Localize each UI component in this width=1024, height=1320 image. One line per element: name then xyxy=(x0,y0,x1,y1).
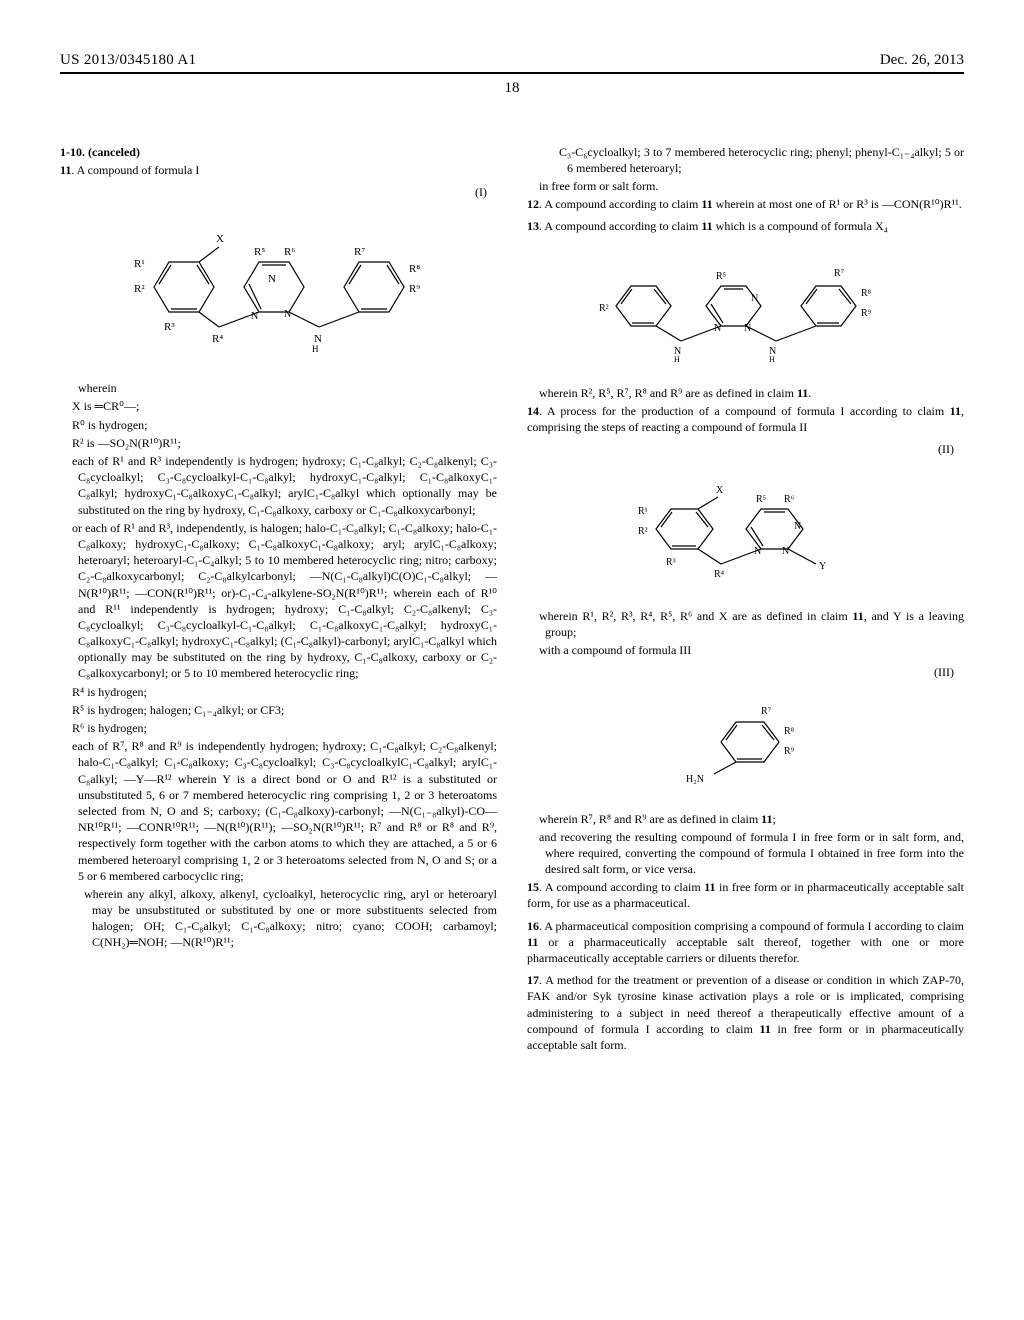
recovering-text: and recovering the resulting compound of… xyxy=(527,829,964,878)
formula-iii-figure: H₂N R⁷ R⁸ R⁹ xyxy=(527,692,964,796)
svg-text:N: N xyxy=(782,546,789,557)
formula-label-ii: (II) xyxy=(527,441,964,457)
formula-ii-figure: R¹ R² R³ X R⁴ R⁵ R⁶ N N N Y xyxy=(527,469,964,593)
left-column: 1-10. (canceled) 11. A compound of formu… xyxy=(60,144,497,1060)
svg-text:R²: R² xyxy=(638,526,648,537)
formula-x4-figure: R² R⁵ NH N N N NH R⁷ R⁸ R⁹ xyxy=(527,246,964,370)
svg-text:H: H xyxy=(769,355,775,364)
wherein-label: wherein xyxy=(60,380,497,396)
r6-definition: R⁶ is hydrogen; xyxy=(60,720,497,736)
svg-text:N: N xyxy=(751,293,758,304)
formula-label-iii: (III) xyxy=(527,664,964,680)
chemical-structure-iii-icon: H₂N R⁷ R⁸ R⁹ xyxy=(666,692,826,792)
svg-text:R⁵: R⁵ xyxy=(756,494,766,505)
svg-text:N: N xyxy=(251,311,258,322)
svg-text:R⁸: R⁸ xyxy=(861,288,872,299)
r4-definition: R⁴ is hydrogen; xyxy=(60,684,497,700)
chemical-structure-x4-icon: R² R⁵ NH N N N NH R⁷ R⁸ R⁹ xyxy=(596,246,896,366)
claim-14: 14. A process for the production of a co… xyxy=(527,403,964,435)
svg-text:R⁹: R⁹ xyxy=(861,308,872,319)
r1-r3-definition-a: each of R¹ and R³ independently is hydro… xyxy=(60,453,497,518)
claim-11-start: 11. A compound of formula I xyxy=(60,162,497,178)
wherein-any-clause: wherein any alkyl, alkoxy, alkenyl, cycl… xyxy=(60,886,497,951)
chemical-structure-i-icon: R¹ R² R³ X R⁴ R⁵ R⁶ N N N H R⁷ R⁸ R⁹ N xyxy=(124,212,434,362)
svg-text:N: N xyxy=(284,309,291,320)
svg-text:R⁷: R⁷ xyxy=(354,246,365,258)
page-header: US 2013/0345180 A1 Dec. 26, 2013 xyxy=(60,50,964,74)
svg-text:R²: R² xyxy=(599,303,609,314)
svg-text:R⁷: R⁷ xyxy=(761,706,772,717)
svg-text:R⁸: R⁸ xyxy=(409,263,420,275)
right-column: C₃-C₆cycloalkyl; 3 to 7 membered heteroc… xyxy=(527,144,964,1060)
formula-label-i: (I) xyxy=(60,184,497,200)
svg-text:R¹: R¹ xyxy=(134,258,145,270)
x-definition: X is ═CR⁰—; xyxy=(60,398,497,414)
svg-text:R¹: R¹ xyxy=(638,506,648,517)
formula-ii-wherein: wherein R¹, R², R³, R⁴, R⁵, R⁶ and X are… xyxy=(527,608,964,640)
svg-text:X: X xyxy=(216,233,224,245)
publication-date: Dec. 26, 2013 xyxy=(880,50,964,70)
page-number: 18 xyxy=(60,78,964,98)
svg-text:R⁶: R⁶ xyxy=(284,246,295,258)
free-form-text: in free form or salt form. xyxy=(527,178,964,194)
content-columns: 1-10. (canceled) 11. A compound of formu… xyxy=(60,144,964,1060)
claims-canceled: 1-10. (canceled) xyxy=(60,144,497,160)
r2-definition: R² is —SO₂N(R¹⁰)R¹¹; xyxy=(60,435,497,451)
claim-13: 13. A compound according to claim 11 whi… xyxy=(527,218,964,234)
formula-iii-wherein: wherein R⁷, R⁸ and R⁹ are as defined in … xyxy=(527,811,964,827)
svg-text:H: H xyxy=(312,344,319,354)
formula-i-figure: R¹ R² R³ X R⁴ R⁵ R⁶ N N N H R⁷ R⁸ R⁹ N xyxy=(60,212,497,366)
r5-definition: R⁵ is hydrogen; halogen; C₁₋₄alkyl; or C… xyxy=(60,702,497,718)
svg-text:N: N xyxy=(754,546,761,557)
svg-text:N: N xyxy=(714,323,721,334)
svg-text:R⁹: R⁹ xyxy=(784,746,795,757)
svg-text:N: N xyxy=(794,521,801,532)
svg-text:R⁴: R⁴ xyxy=(212,333,223,345)
claim-12: 12. A compound according to claim 11 whe… xyxy=(527,196,964,212)
svg-text:R⁹: R⁹ xyxy=(409,283,420,295)
svg-text:R²: R² xyxy=(134,283,145,295)
continuation-text: C₃-C₆cycloalkyl; 3 to 7 membered heteroc… xyxy=(527,144,964,176)
svg-text:R⁵: R⁵ xyxy=(254,246,265,258)
formula-x4-wherein: wherein R², R⁵, R⁷, R⁸ and R⁹ are as def… xyxy=(527,385,964,401)
r0-definition: R⁰ is hydrogen; xyxy=(60,417,497,433)
svg-text:H₂N: H₂N xyxy=(686,774,704,785)
svg-text:N: N xyxy=(268,273,276,285)
svg-text:H: H xyxy=(674,355,680,364)
patent-id: US 2013/0345180 A1 xyxy=(60,50,196,70)
claim-17: 17. A method for the treatment or preven… xyxy=(527,972,964,1053)
svg-text:R³: R³ xyxy=(164,321,175,333)
svg-text:R³: R³ xyxy=(666,557,676,568)
svg-text:N: N xyxy=(744,323,751,334)
chemical-structure-ii-icon: R¹ R² R³ X R⁴ R⁵ R⁶ N N N Y xyxy=(626,469,866,589)
claim-15: 15. A compound according to claim 11 in … xyxy=(527,879,964,911)
svg-text:R⁶: R⁶ xyxy=(784,494,795,505)
svg-text:R⁸: R⁸ xyxy=(784,726,795,737)
svg-text:X: X xyxy=(716,485,724,496)
svg-text:R⁷: R⁷ xyxy=(834,268,845,279)
svg-text:Y: Y xyxy=(819,561,826,572)
svg-text:R⁴: R⁴ xyxy=(714,569,725,580)
r7-r8-r9-definition: each of R⁷, R⁸ and R⁹ is independently h… xyxy=(60,738,497,884)
svg-text:R⁵: R⁵ xyxy=(716,271,726,282)
r1-r3-definition-b: or each of R¹ and R³, independently, is … xyxy=(60,520,497,682)
claim-16: 16. A pharmaceutical composition compris… xyxy=(527,918,964,967)
with-compound-iii: with a compound of formula III xyxy=(527,642,964,658)
